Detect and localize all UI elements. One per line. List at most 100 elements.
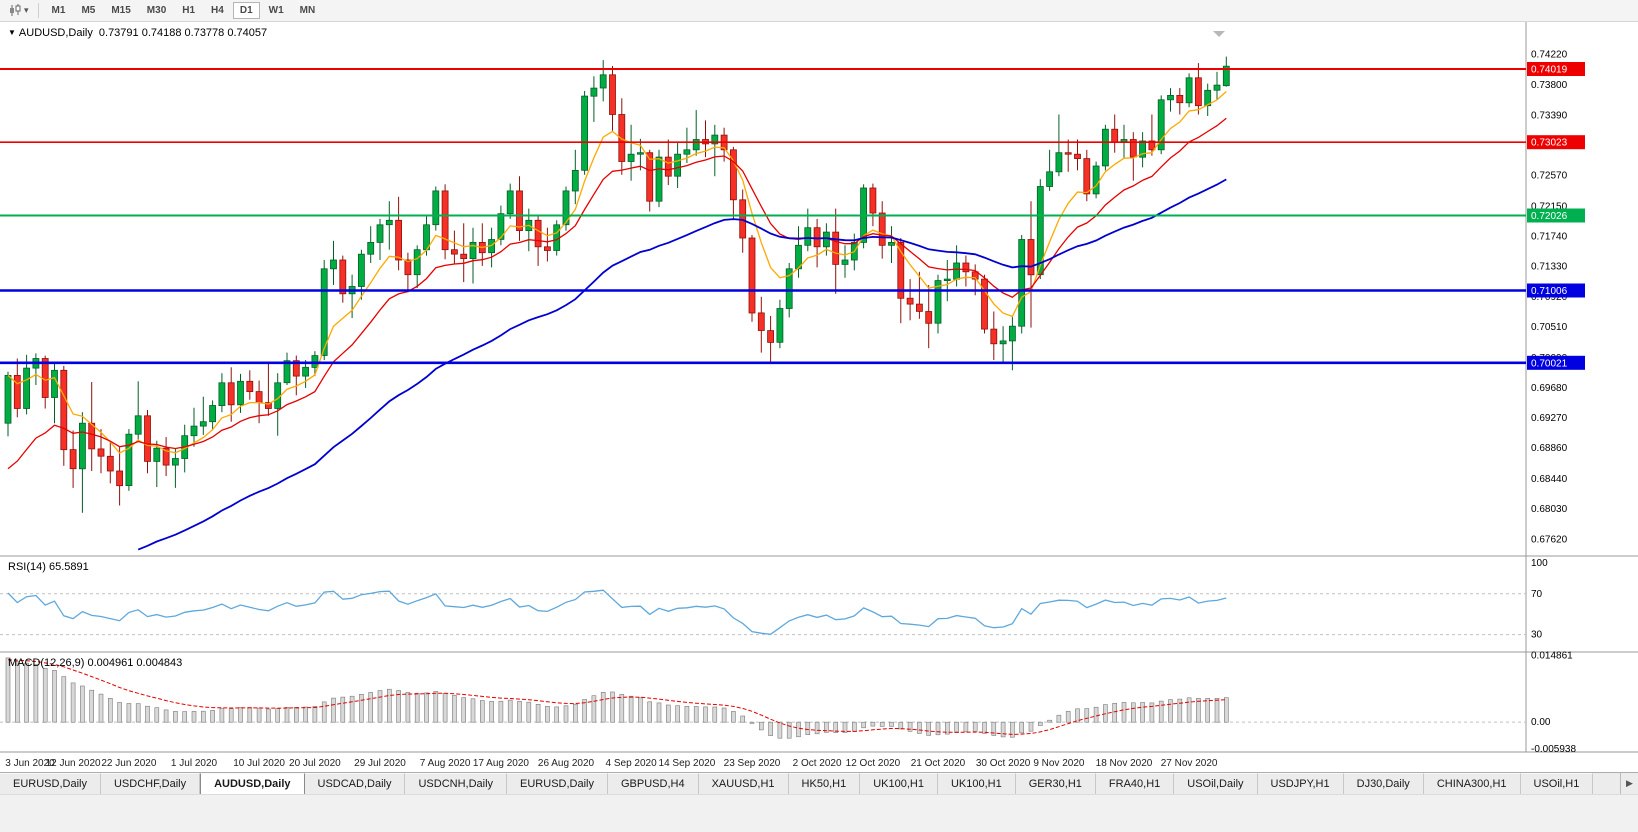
ma-fast-line: [7, 91, 1227, 454]
svg-text:4 Sep 2020: 4 Sep 2020: [606, 758, 658, 769]
svg-text:100: 100: [1531, 558, 1548, 569]
timeframe-H4-button[interactable]: H4: [204, 2, 231, 19]
svg-text:0.73023: 0.73023: [1531, 138, 1568, 149]
svg-text:0.72026: 0.72026: [1531, 211, 1568, 222]
timeframe-M1-button[interactable]: M1: [45, 2, 73, 19]
svg-text:20 Jul 2020: 20 Jul 2020: [289, 758, 341, 769]
svg-text:0.67620: 0.67620: [1531, 534, 1568, 545]
svg-text:2 Oct 2020: 2 Oct 2020: [793, 758, 842, 769]
svg-text:10 Jul 2020: 10 Jul 2020: [233, 758, 285, 769]
svg-text:0.70021: 0.70021: [1531, 358, 1568, 369]
chart-tab-GER30-H1[interactable]: GER30,H1: [1015, 773, 1096, 794]
chart-tab-EURUSD-Daily[interactable]: EURUSD,Daily: [507, 773, 608, 794]
chart-tab-USOil-H1[interactable]: USOil,H1: [1520, 773, 1594, 794]
svg-text:22 Jun 2020: 22 Jun 2020: [101, 758, 156, 769]
price-tag: [1527, 283, 1585, 298]
svg-text:0.72570: 0.72570: [1531, 171, 1568, 182]
timeframe-MN-button[interactable]: MN: [293, 2, 323, 19]
symbol-dropdown-icon[interactable]: ▼: [8, 28, 16, 37]
svg-text:70: 70: [1531, 589, 1543, 600]
chart-tab-USDCNH-Daily[interactable]: USDCNH,Daily: [405, 773, 508, 794]
candlestick-layer: [4, 56, 1230, 513]
chart-tab-GBPUSD-H4[interactable]: GBPUSD,H4: [608, 773, 699, 794]
ma-mid-line: [7, 117, 1227, 470]
rsi-indicator-label: RSI(14) 65.5891: [8, 561, 89, 573]
svg-text:0.69680: 0.69680: [1531, 383, 1568, 394]
timeframe-D1-button[interactable]: D1: [232, 2, 260, 19]
moving-averages: [7, 91, 1227, 551]
chart-tab-XAUUSD-H1[interactable]: XAUUSD,H1: [698, 773, 789, 794]
timeframe-M30-button[interactable]: M30: [140, 2, 173, 19]
svg-text:3 Jun 2020: 3 Jun 2020: [5, 758, 55, 769]
svg-text:0.68030: 0.68030: [1531, 504, 1568, 515]
macd-label-text: MACD(12,26,9) 0.004961 0.004843: [8, 657, 183, 669]
svg-text:0.71740: 0.71740: [1531, 232, 1568, 243]
chart-tab-EURUSD-Daily[interactable]: EURUSD,Daily: [0, 773, 101, 794]
chevron-down-icon: ▾: [24, 5, 29, 15]
chart-ohlc-values: 0.73791 0.74188 0.73778 0.74057: [98, 27, 268, 39]
svg-text:0.74019: 0.74019: [1531, 65, 1568, 76]
chart-tab-FRA40-H1[interactable]: FRA40,H1: [1095, 773, 1175, 794]
chart-tabbar: EURUSD,Daily USDCHF,Daily AUDUSD,Daily USDC…: [0, 772, 1638, 794]
svg-text:30: 30: [1531, 630, 1543, 641]
price-tag: [1527, 208, 1585, 223]
price-tag: [1527, 62, 1585, 76]
macd-signal-line: [7, 659, 1227, 735]
svg-text:18 Nov 2020: 18 Nov 2020: [1096, 758, 1153, 769]
svg-text:0.72150: 0.72150: [1531, 201, 1568, 212]
svg-text:0.74220: 0.74220: [1531, 49, 1568, 60]
timeframe-H1-button[interactable]: H1: [175, 2, 202, 19]
timeframe-W1-button[interactable]: W1: [262, 2, 291, 19]
chart-tab-AUDUSD-Daily[interactable]: AUDUSD,Daily: [200, 773, 305, 794]
svg-text:0.73800: 0.73800: [1531, 80, 1568, 91]
timeframe-buttons: M1 M5 M15 M30 H1 H4 D1 W1 MN: [44, 2, 324, 19]
price-chart-canvas[interactable]: 0.742200.738000.733900.729800.725700.721…: [0, 22, 1638, 772]
chart-tab-USOil-Daily[interactable]: USOil,Daily: [1174, 773, 1258, 794]
macd-indicator-label: MACD(12,26,9) 0.004961 0.004843: [8, 657, 182, 669]
svg-text:23 Sep 2020: 23 Sep 2020: [724, 758, 781, 769]
svg-text:29 Jul 2020: 29 Jul 2020: [354, 758, 406, 769]
chart-tab-USDCAD-Daily[interactable]: USDCAD,Daily: [304, 773, 406, 794]
svg-text:0.71006: 0.71006: [1531, 286, 1568, 297]
chart-tab-UK100-H1[interactable]: UK100,H1: [937, 773, 1016, 794]
candlestick-chart-icon: [10, 4, 21, 16]
svg-text:9 Nov 2020: 9 Nov 2020: [1033, 758, 1085, 769]
chart-area[interactable]: 0.742200.738000.733900.729800.725700.721…: [0, 22, 1638, 772]
svg-text:0.014861: 0.014861: [1531, 651, 1573, 662]
macd-panel: [5, 657, 1229, 739]
chart-symbol: AUDUSD,Daily: [18, 27, 93, 39]
price-axis[interactable]: 0.742200.738000.733900.729800.725700.721…: [1531, 49, 1576, 755]
timeframe-M15-button[interactable]: M15: [104, 2, 137, 19]
horizontal-level-lines[interactable]: 0.74019 0.73023 0.72026 0.71006 0.70021: [0, 62, 1585, 370]
svg-text:0.73390: 0.73390: [1531, 110, 1568, 121]
chart-tab-HK50-H1[interactable]: HK50,H1: [788, 773, 861, 794]
svg-text:26 Aug 2020: 26 Aug 2020: [538, 758, 595, 769]
svg-text:12 Jun 2020: 12 Jun 2020: [46, 758, 101, 769]
svg-text:-0.005938: -0.005938: [1531, 744, 1576, 755]
rsi-line: [7, 589, 1227, 635]
chart-tab-DJ30-Daily[interactable]: DJ30,Daily: [1343, 773, 1424, 794]
chart-tab-CHINA300-H1[interactable]: CHINA300,H1: [1423, 773, 1521, 794]
svg-text:30 Oct 2020: 30 Oct 2020: [976, 758, 1031, 769]
rsi-panel: [7, 589, 1227, 635]
chart-tab-UK100-H1[interactable]: UK100,H1: [860, 773, 938, 794]
chart-tab-USDCHF-Daily[interactable]: USDCHF,Daily: [100, 773, 201, 794]
svg-text:14 Sep 2020: 14 Sep 2020: [659, 758, 716, 769]
toolbar-separator: [37, 3, 39, 18]
svg-text:0.68860: 0.68860: [1531, 443, 1568, 454]
chart-tab-USDJPY-H1[interactable]: USDJPY,H1: [1257, 773, 1344, 794]
chart-title: ▼ AUDUSD,Daily 0.73791 0.74188 0.73778 0.7…: [8, 27, 267, 39]
timeframe-M5-button[interactable]: M5: [74, 2, 102, 19]
svg-text:0.68440: 0.68440: [1531, 474, 1568, 485]
svg-text:0.70510: 0.70510: [1531, 322, 1568, 333]
chart-type-dropdown[interactable]: ▾: [4, 3, 33, 18]
svg-text:1 Jul 2020: 1 Jul 2020: [171, 758, 218, 769]
chart-shift-marker: [1213, 31, 1225, 37]
tab-scroll-right-button[interactable]: ▶: [1620, 773, 1638, 794]
bottom-filler: [0, 794, 1638, 832]
price-tag: [1527, 355, 1585, 370]
svg-text:17 Aug 2020: 17 Aug 2020: [473, 758, 530, 769]
timeframe-toolbar: ▾ M1 M5 M15 M30 H1 H4 D1 W1 MN: [0, 0, 1638, 22]
